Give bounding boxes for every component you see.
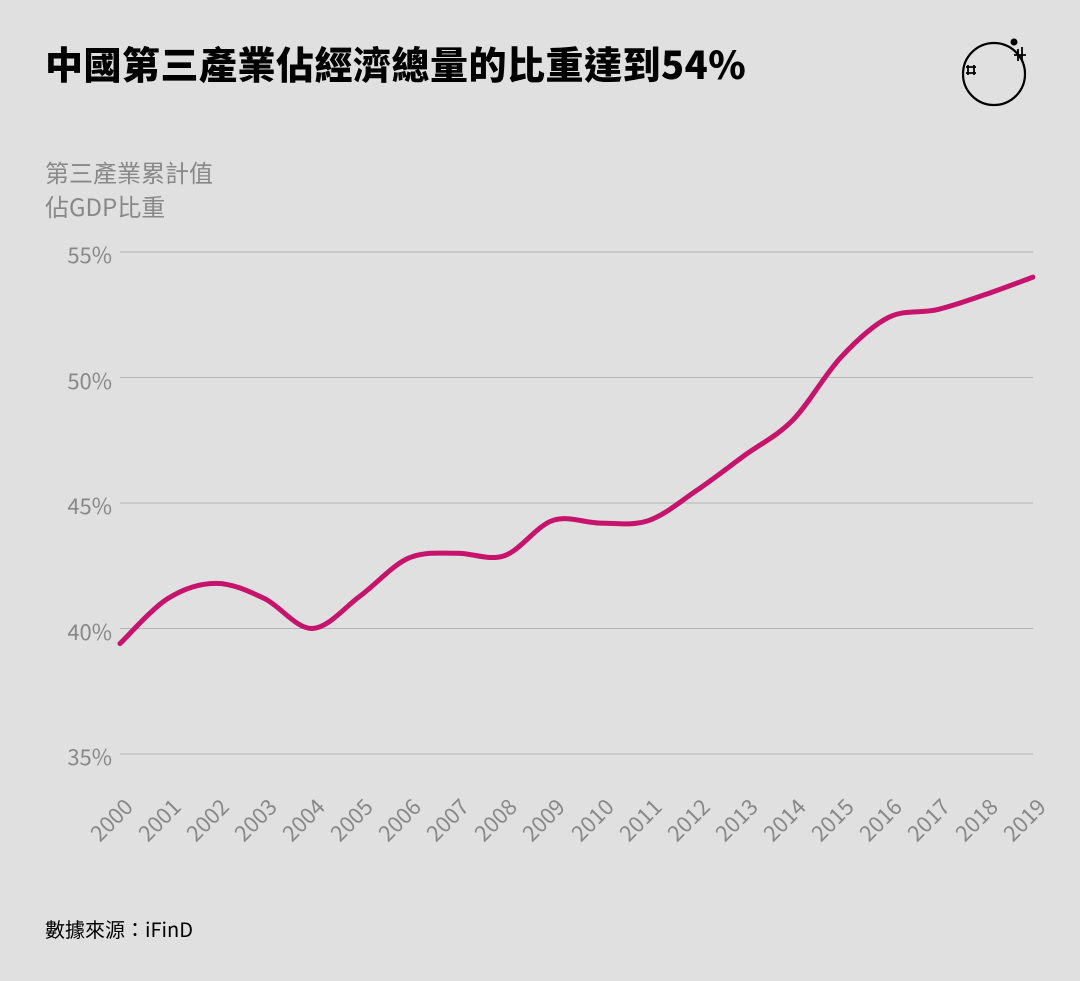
data-line bbox=[120, 277, 1033, 643]
chart-subtitle: 第三產業累計值 佔GDP比重 bbox=[45, 155, 1035, 222]
data-source-label: 數據來源：iFinD bbox=[45, 914, 193, 943]
line-chart bbox=[45, 234, 1035, 849]
y-axis-tick-label: 45% bbox=[52, 489, 112, 521]
chart-title: 中國第三產業佔經濟總量的比重達到54% bbox=[45, 40, 746, 86]
chart-area: 35%40%45%50%55%2000200120022003200420052… bbox=[45, 234, 1035, 849]
publisher-logo-icon bbox=[958, 35, 1030, 107]
y-axis-tick-label: 55% bbox=[52, 238, 112, 270]
subtitle-line-2: 佔GDP比重 bbox=[45, 189, 1035, 223]
y-axis-tick-label: 35% bbox=[52, 740, 112, 772]
y-axis-tick-label: 40% bbox=[52, 615, 112, 647]
subtitle-line-1: 第三產業累計值 bbox=[45, 155, 1035, 189]
y-axis-tick-label: 50% bbox=[52, 364, 112, 396]
